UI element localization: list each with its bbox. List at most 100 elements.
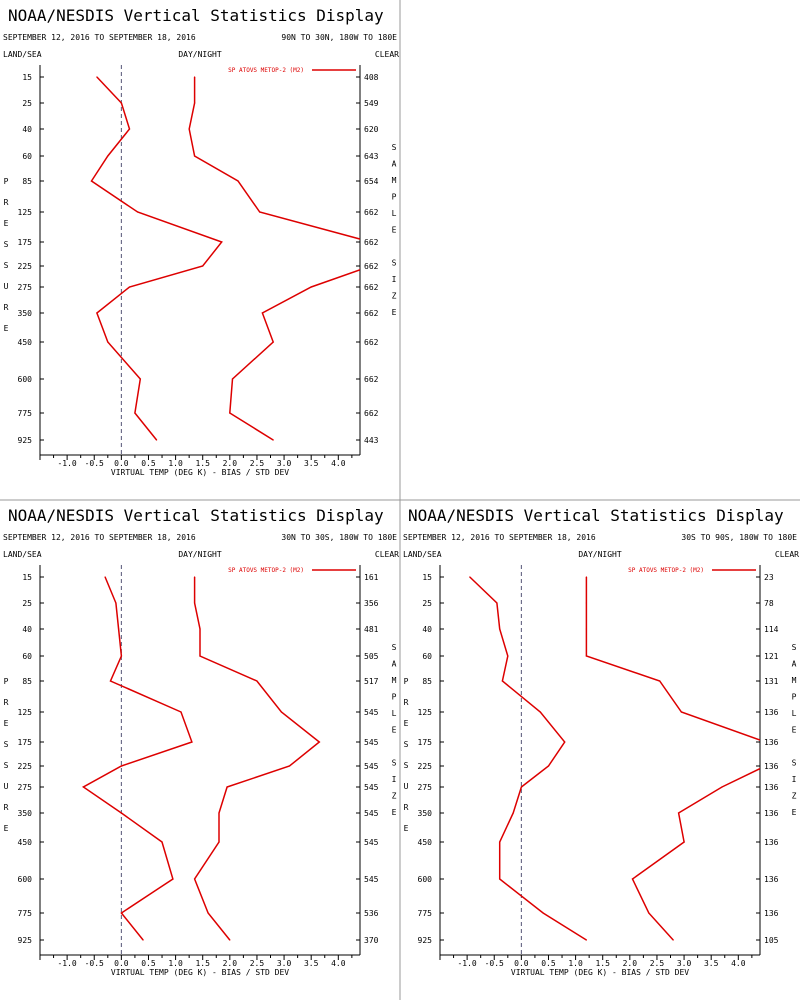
data-point-bias [128, 286, 131, 288]
chart-panel-3: NOAA/NESDIS Vertical Statistics Display S… [403, 506, 799, 977]
sample-size-label: 545 [364, 708, 379, 717]
data-point-std-dev [261, 312, 263, 314]
x-axis-label: VIRTUAL TEMP (DEG K) - BIAS / STD DEV [111, 468, 289, 477]
pressure-tick-label: 600 [18, 375, 33, 384]
pressure-tick-label: 125 [418, 708, 433, 717]
sample-size-label: 517 [364, 677, 379, 686]
pressure-tick-label: 25 [422, 599, 432, 608]
x-tick-label: 1.5 [195, 959, 210, 968]
pressure-tick-label: 175 [418, 738, 433, 747]
pressure-tick-label: 85 [422, 677, 432, 686]
pressure-axis-letter: E [4, 824, 9, 833]
sample-size-label: 620 [364, 125, 379, 134]
data-point-std-dev [659, 680, 661, 682]
pressure-tick-label: 775 [18, 409, 33, 418]
pressure-axis-letter: E [404, 719, 409, 728]
data-point-bias [142, 939, 144, 941]
data-point-bias [134, 412, 136, 414]
sample-size-label: 481 [364, 625, 379, 634]
data-point-std-dev [683, 841, 685, 843]
pressure-axis-letter: E [404, 824, 409, 833]
sample-size-label: 356 [364, 599, 379, 608]
pressure-tick-label: 40 [22, 125, 32, 134]
clear-label: CLEAR [375, 50, 399, 59]
sample-size-axis-letter: P [392, 193, 397, 202]
x-tick-label: 3.5 [304, 459, 319, 468]
sample-size-axis-letter: E [392, 726, 397, 735]
data-point-bias [118, 628, 120, 630]
pressure-tick-label: 600 [418, 875, 433, 884]
sample-size-axis-letter: M [792, 676, 797, 685]
sample-size-label: 408 [364, 73, 379, 82]
pressure-tick-label: 60 [22, 152, 32, 161]
sample-size-label: 549 [364, 99, 379, 108]
pressure-tick-label: 350 [18, 309, 33, 318]
data-point-bias [107, 155, 109, 157]
sample-size-axis-letter: S [392, 143, 397, 152]
series-line-std-dev [585, 577, 760, 941]
data-point-std-dev [194, 76, 196, 78]
data-point-bias [512, 812, 514, 814]
x-tick-label: 1.5 [595, 959, 610, 968]
pressure-axis-letter: S [4, 761, 9, 770]
sample-size-label: 23 [764, 573, 774, 582]
sample-size-axis-letter: I [392, 775, 397, 784]
pressure-tick-label: 125 [18, 208, 33, 217]
data-point-std-dev [672, 939, 674, 941]
region-label: 30N TO 30S, 180W TO 180E [281, 533, 397, 542]
data-point-bias [520, 786, 522, 788]
pressure-tick-label: 175 [18, 238, 33, 247]
sample-size-axis-letter: P [792, 693, 797, 702]
x-tick-label: -0.5 [85, 959, 104, 968]
pressure-tick-label: 225 [18, 762, 33, 771]
data-point-bias [96, 312, 98, 314]
pressure-axis-letter: S [4, 740, 9, 749]
panel-title: NOAA/NESDIS Vertical Statistics Display [408, 506, 784, 525]
data-point-bias [128, 128, 131, 130]
sample-size-axis-letter: A [392, 660, 397, 669]
pressure-tick-label: 85 [22, 677, 32, 686]
sample-size-axis-letter: A [392, 160, 397, 169]
x-tick-label: 0.0 [114, 459, 129, 468]
data-point-bias [202, 265, 204, 267]
sample-size-label: 136 [764, 783, 779, 792]
data-point-std-dev [194, 155, 196, 157]
data-point-bias [499, 628, 501, 630]
pressure-tick-label: 925 [18, 936, 33, 945]
pressure-tick-label: 925 [418, 936, 433, 945]
sample-size-label: 662 [364, 309, 379, 318]
data-point-bias [542, 912, 544, 914]
data-point-bias [120, 765, 122, 767]
land-sea-label: LAND/SEA [3, 550, 42, 559]
data-point-std-dev [218, 841, 220, 843]
pressure-axis-letter: S [4, 261, 9, 270]
series-line-bias [469, 576, 587, 941]
sample-size-axis-letter: S [792, 759, 797, 768]
data-point-std-dev [259, 211, 261, 213]
data-point-std-dev [194, 602, 196, 604]
sample-size-label: 545 [364, 875, 379, 884]
data-point-bias [137, 211, 139, 213]
x-tick-label: 3.5 [304, 959, 319, 968]
pressure-axis-letter: S [4, 240, 9, 249]
sample-size-axis-letter: L [392, 709, 397, 718]
data-point-std-dev [199, 655, 201, 657]
sample-size-label: 136 [764, 809, 779, 818]
x-tick-label: 0.0 [114, 959, 129, 968]
pressure-tick-label: 15 [22, 573, 32, 582]
pressure-axis-letter: R [404, 803, 409, 812]
sample-size-label: 654 [364, 177, 379, 186]
data-point-bias [82, 786, 84, 788]
x-tick-label: 3.0 [277, 459, 292, 468]
pressure-tick-label: 25 [22, 99, 32, 108]
data-point-bias [191, 741, 193, 743]
series-line-std-dev [188, 77, 360, 441]
pressure-tick-label: 775 [418, 909, 433, 918]
data-point-bias [96, 76, 98, 78]
pressure-tick-label: 15 [22, 73, 32, 82]
sample-size-axis-letter: S [392, 643, 397, 652]
sample-size-axis-letter: M [392, 176, 397, 185]
data-point-std-dev [188, 128, 190, 130]
data-point-bias [499, 841, 501, 843]
pressure-tick-label: 25 [22, 599, 32, 608]
